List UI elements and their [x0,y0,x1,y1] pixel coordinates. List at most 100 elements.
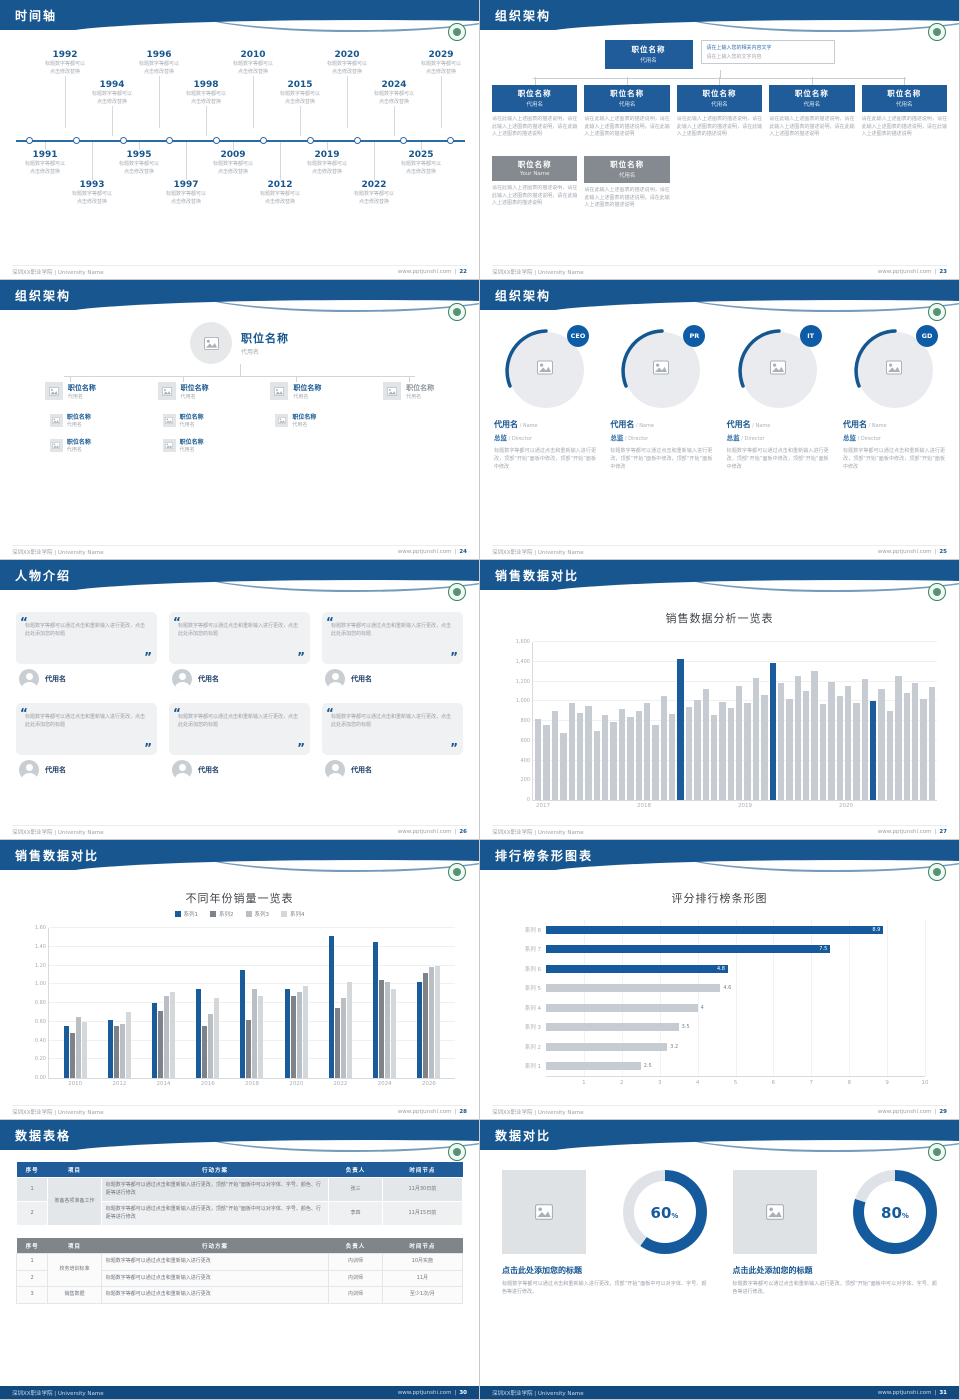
note-line: 点击修改替换 [190,98,221,105]
slide-header: 数据表格 [0,1120,479,1156]
footer-separator: | [934,549,937,555]
column-header: 负责人 [328,1238,383,1254]
gridline [849,920,851,1076]
org-node-text: 职位名称 代用名 [293,383,321,400]
table-cell: 10月实施 [381,1253,464,1271]
ranking-row: 系列 7 7.5 [525,945,925,954]
member-portrait: CEO [502,325,589,412]
table-row: 2 标题数字等都可以通过点击和重新输入进行更改 内训师 11月 [15,1269,464,1287]
percent-number: 80 [881,1203,902,1222]
bar [551,711,559,800]
slide-ranking: 排行榜条形图表 评分排行榜条形图 1 2 3 4 5 6 7 8 9 10 系列 8 8.9 系列 7 7… [480,840,959,1119]
header-swoosh [189,840,479,872]
quote-text: 标题数字等都可以通过点击和重新输入进行更改，点击此处添加您的标题 [178,623,299,637]
footer-page-number: 25 [939,549,947,555]
member-name: 代用名 / Name [494,420,538,429]
org-box: 职位名称 代用名 [676,77,763,112]
y-axis-label: 0.00 [34,1075,46,1081]
org-node-text: 职位名称 代用名 [68,383,96,400]
x-axis-label: 6 [771,1080,776,1086]
note-line: 标题数字等都可以 [118,161,159,167]
data-table: 序号 项目 行动方案 负责人 时间节点 1 筹备各项准备工作 标题数字等都可以通过点击和重新输… [15,1162,464,1226]
table-cell: 张三 [328,1177,383,1202]
gridline [49,983,455,985]
bar [125,1012,131,1078]
image-placeholder-box [732,1170,817,1254]
bar [240,970,246,1078]
table-cell: 1 [15,1177,49,1202]
slide-header: 销售数据对比 [0,840,479,876]
org-column: 职位名称 代用名 请在此输入上述图表的描述说明，请在此输入上述图表的描述说明，请在此… [769,77,855,146]
y-axis-label: 0.60 [34,1018,46,1025]
person-avatar-icon [19,760,39,780]
panel-body: 标题数字等都可以通过点击和重新输入进行更改，顶部“开始”面板中可以对字体、字号、… [502,1281,707,1296]
people-cards-canvas: “标题数字等都可以通过点击和重新输入进行更改，点击此处添加您的标题” 代用名 “标题… [16,612,463,819]
panel-visual: 80% [732,1170,937,1254]
bar [69,1033,75,1078]
bar [761,695,768,800]
bar [302,986,308,1078]
person-name: 代用名 [292,422,308,428]
footer-school-name: 深圳XX职业学院 | University Name [492,1391,584,1397]
bar [435,965,441,1078]
bar [385,982,391,1078]
bar [246,1019,252,1078]
org-node: 职位名称 代用名 [352,376,465,400]
photo-placeholder [49,438,63,452]
bar-group: 2018 [240,928,264,1087]
column-header: 时间节点 [382,1162,463,1178]
person-name: 代用名 [198,675,219,683]
bar [627,717,634,800]
open-quote-icon: “ [173,706,181,720]
role-badge: GD [915,325,938,347]
university-logo-icon [928,1143,946,1161]
person-name: 代用名 [66,447,82,453]
slide-people: 人物介绍 “标题数字等都可以通过点击和重新输入进行更改，点击此处添加您的标题” 代… [0,560,479,839]
note-line: 点击修改替换 [358,198,389,205]
image-placeholder-icon [161,386,172,396]
gridline [659,920,661,1076]
timeline-canvas: 1992 标题数字等都可以 点击修改替换 1994 标题数字等都可以 点击修改替换 1996… [0,40,479,263]
timeline-entry: 2019 标题数字等都可以 点击修改替换 [298,142,356,176]
timeline-dot [72,137,80,144]
member-name-en: / Name [866,423,887,429]
grouped-bar-plot: 0.00 0.20 0.40 0.60 0.80 1.00 1.20 1.40 1.60 2010… [35,925,455,1087]
note-line: 点击修改替换 [264,198,295,205]
value-label: 3.2 [670,1043,679,1050]
member-portrait: GD [851,325,938,412]
image-placeholder-box [502,1170,586,1254]
person-name: 代用名 [351,766,372,774]
slide-footer: 深圳XX职业学院 | University Name www.pptjunshi… [12,1105,467,1116]
timeline-year: 2009 [220,150,246,160]
x-axis-label: 2019 [738,803,752,809]
bar-group: 2026 [417,928,441,1087]
org-root-row: 职位名称 代用名 请在上输入您的相关内容文字 请在上输入您的文字内容 [492,40,947,69]
footer-meta: www.pptjunshi.com | 26 [398,829,467,835]
person-meta: 代用名 [169,760,310,780]
bar [710,715,718,800]
footer-site-url: www.pptjunshi.com [877,1390,932,1396]
bar [568,703,575,800]
legend-item: 系列1 [174,910,198,918]
note-line: 标题数字等都可以 [71,191,112,197]
slide-header: 组织架构 [480,280,959,316]
chart-title: 销售数据分析一览表 [665,612,774,625]
legend-item: 系列4 [281,910,305,918]
timeline-note: 标题数字等都可以 点击修改替换 [157,191,215,206]
footer-meta: www.pptjunshi.com | 23 [878,269,947,275]
close-quote-icon: ” [297,649,305,664]
person-avatar-icon [19,669,39,689]
bar [752,677,760,800]
header-swoosh [669,840,959,872]
position-name: 职位名称 [180,383,209,392]
slide-title: 组织架构 [15,289,72,303]
bar-track: 7.5 [546,945,925,954]
org-root: 职位名称 代用名 [14,322,465,364]
footer-page-number: 27 [939,829,947,835]
y-axis-label: 1,200 [515,678,530,685]
slide-timeline: 时间轴 1992 标题数字等都可以 点击修改替换 1994 标题数字等都可以 点击修改替换… [0,0,479,279]
person-meta: 代用名 [169,669,310,689]
bar [719,702,726,800]
table-cell: 标题数字等都可以通过点击和重新输入进行更改，顶部“开始”面板中可以对字体、字号、… [100,1201,330,1226]
bar [819,704,827,800]
